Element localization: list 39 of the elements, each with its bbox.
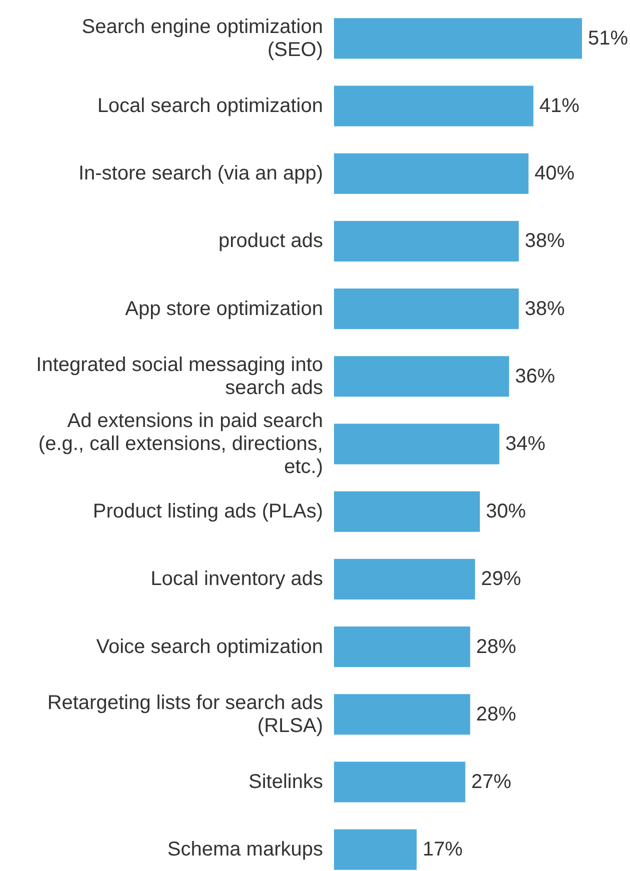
y-tick-label: Local search optimization (97, 95, 323, 118)
data-label: 28% (476, 636, 516, 658)
y-tick-label: Local inventory ads (150, 568, 323, 590)
data-label: 29% (481, 568, 522, 590)
bar (334, 829, 417, 870)
bar (334, 86, 534, 126)
data-label: 38% (524, 298, 566, 320)
y-tick-label: Integrated social messaging into search ads (36, 354, 323, 399)
y-tick-label: Schema markups (167, 838, 323, 861)
y-tick-label: Ad extensions in paid search (e.g., call extensions, directions, etc.) (38, 410, 323, 478)
data-label: 40% (534, 162, 575, 185)
bar (334, 626, 470, 668)
bar (334, 288, 519, 330)
bar (334, 491, 480, 532)
y-tick-label: Retargeting lists for search ads (RLSA) (47, 692, 323, 737)
bar (334, 424, 500, 464)
data-label: 41% (539, 95, 580, 118)
y-tick-label: Sitelinks (248, 770, 323, 793)
y-tick-label: In-store search (via an app) (78, 162, 323, 185)
data-label: 27% (471, 770, 512, 793)
data-label: 30% (486, 500, 526, 523)
data-label: 28% (476, 703, 516, 726)
y-tick-label: App store optimization (125, 298, 323, 320)
data-label: 17% (422, 838, 463, 861)
bar (334, 694, 470, 735)
y-tick-label: Product listing ads (PLAs) (92, 500, 323, 523)
bar (334, 356, 510, 397)
y-tick-label: Search engine optimization (SEO) (82, 16, 323, 61)
y-tick-label: product ads (218, 230, 323, 252)
bar (334, 18, 582, 59)
bar (334, 153, 529, 194)
bar (334, 762, 466, 802)
data-label: 34% (505, 433, 546, 455)
y-tick-label: Voice search optimization (96, 636, 323, 658)
data-label: 36% (515, 365, 556, 388)
data-label: 51% (588, 27, 628, 50)
bar (334, 558, 476, 600)
data-label: 38% (524, 230, 566, 252)
bar (334, 220, 519, 262)
